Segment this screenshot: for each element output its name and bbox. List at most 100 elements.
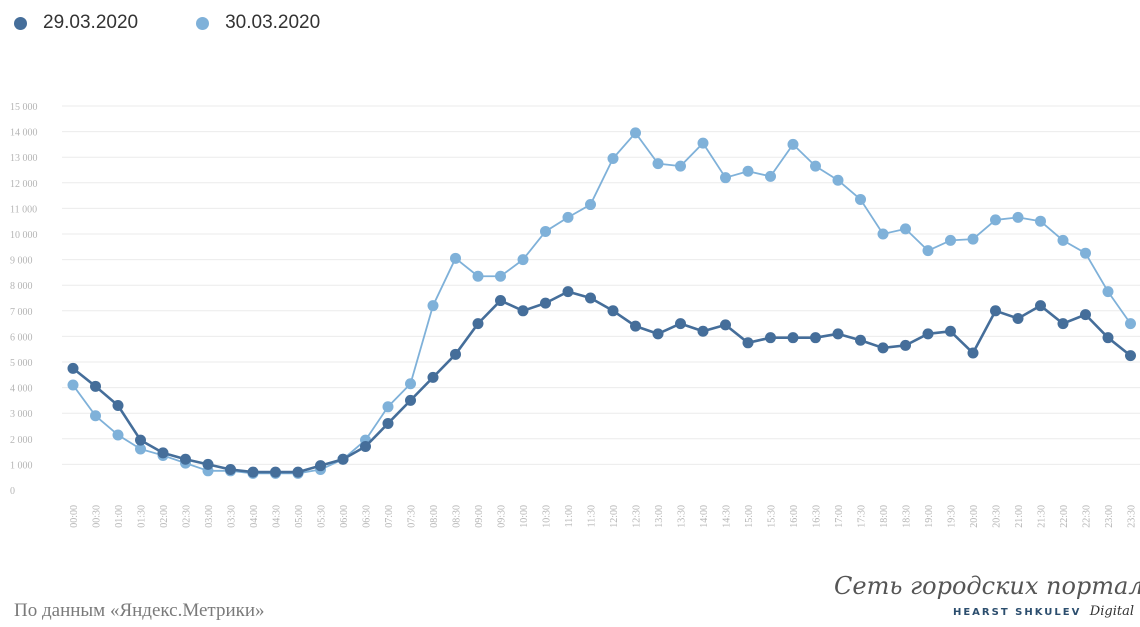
data-point [697,137,709,149]
data-point [990,305,1001,317]
x-tick-label: 12:30 [632,505,643,528]
data-point [450,348,461,360]
data-point [1102,332,1114,344]
data-point [562,286,574,298]
logo-brand-text: HEARST SHKULEV [952,607,1082,618]
y-tick-label: 15 000 [10,102,38,113]
x-tick-label: 11:30 [587,505,598,527]
data-point [832,174,844,186]
data-point [540,225,551,237]
data-point [585,199,596,211]
data-point [405,378,416,390]
x-tick-label: 19:00 [924,505,935,528]
data-point [427,371,439,383]
x-tick-label: 10:30 [542,505,553,528]
data-point [765,332,776,344]
x-tick-label: 14:30 [722,505,733,528]
x-tick-label: 03:00 [204,505,215,528]
data-point [922,245,934,257]
data-point [675,160,686,172]
x-tick-label: 04:00 [249,505,260,528]
data-point [1035,300,1046,312]
data-point [855,334,866,346]
data-point [742,165,754,177]
x-tick-label: 12:00 [609,505,620,528]
y-tick-label: 12 000 [10,179,38,190]
data-point [720,319,731,331]
x-tick-label: 13:00 [654,505,665,528]
y-tick-label: 14 000 [10,128,38,139]
x-tick-label: 06:00 [339,505,350,528]
x-tick-label: 09:30 [497,505,508,528]
y-tick-label: 13 000 [10,153,38,164]
y-tick-label: 9 000 [10,256,33,267]
x-tick-label: 18:30 [902,505,913,528]
x-tick-label: 19:30 [947,505,958,528]
data-point [112,429,124,441]
legend-marker-series-1 [14,16,27,30]
logo-subline: HEARST SHKULEV Digital [834,602,1134,620]
y-tick-label: 8 000 [10,281,33,292]
data-point [945,325,956,337]
x-tick-label: 01:00 [114,505,125,528]
y-tick-label: 4 000 [10,384,33,395]
data-point [832,328,844,340]
x-tick-label: 18:00 [879,505,890,528]
y-tick-label: 0 [10,486,15,497]
data-point [1012,211,1024,223]
y-tick-label: 1 000 [10,460,33,471]
y-tick-label: 2 000 [10,435,33,446]
x-tick-label: 14:00 [699,505,710,528]
legend-label-series-2: 30.03.2020 [225,12,321,33]
legend-item-series-2: 30.03.2020 [196,12,320,34]
data-point [112,400,124,412]
data-point [270,466,281,478]
data-point [1057,234,1069,246]
data-point [585,292,596,304]
data-point [292,466,304,478]
data-point [337,453,349,465]
data-point [180,453,191,465]
data-point [67,362,79,374]
x-tick-label: 07:30 [407,505,418,528]
x-tick-label: 23:30 [1127,505,1138,528]
data-point [877,228,889,240]
x-tick-label: 10:00 [519,505,530,528]
x-tick-label: 17:00 [834,505,845,528]
data-point [990,214,1001,226]
x-tick-label: 07:00 [384,505,395,528]
x-tick-label: 23:00 [1104,505,1115,528]
data-point [382,417,394,429]
x-tick-label: 08:30 [452,505,463,528]
x-tick-label: 20:30 [992,505,1003,528]
data-point [967,233,979,245]
data-point [1125,318,1136,330]
data-point [652,328,664,340]
x-tick-label: 01:30 [137,505,148,528]
data-point [382,401,394,413]
data-point [742,337,754,349]
x-tick-label: 20:00 [969,505,980,528]
publisher-logo: Сеть городских порталов HEARST SHKULEV D… [834,572,1140,620]
data-point [427,300,439,312]
data-point [495,295,506,307]
x-tick-label: 00:30 [92,505,103,528]
data-point [540,297,551,309]
data-point [900,223,911,235]
x-tick-label: 09:00 [474,505,485,528]
x-tick-label: 03:30 [227,505,238,528]
data-point [630,320,641,332]
y-tick-label: 5 000 [10,358,33,369]
data-point [1012,312,1024,324]
data-point [225,464,236,476]
chart-legend: 29.03.2020 30.03.2020 [14,12,320,34]
x-tick-label: 22:00 [1059,505,1070,528]
data-point [315,460,326,472]
x-tick-label: 22:30 [1082,505,1093,528]
data-point [90,380,101,392]
data-point [810,332,821,344]
data-point [765,170,776,182]
x-tick-label: 15:00 [744,505,755,528]
y-tick-label: 7 000 [10,307,33,318]
data-point [517,305,529,317]
